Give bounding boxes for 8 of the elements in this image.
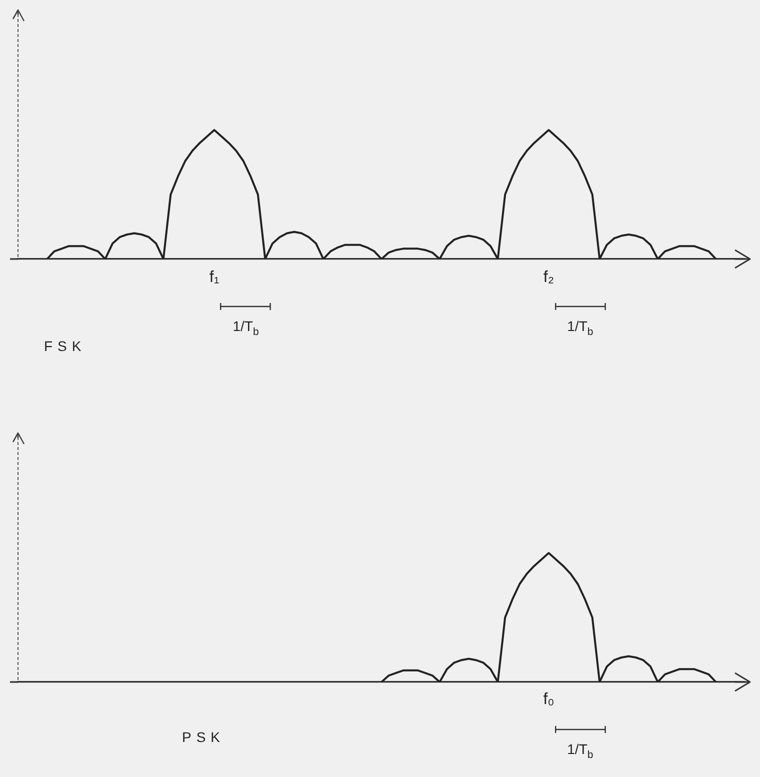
x-tick-label: f₁ xyxy=(209,269,220,286)
x-tick-label: f₂ xyxy=(543,269,554,286)
text: PSK xyxy=(182,729,226,745)
text: 1/T$_{b}$ xyxy=(567,317,594,340)
text: 1/T$_{b}$ xyxy=(567,740,594,763)
text: f₀ xyxy=(543,690,554,709)
text: FSK xyxy=(44,338,86,354)
text: 1/T$_{b}$ xyxy=(232,317,259,340)
